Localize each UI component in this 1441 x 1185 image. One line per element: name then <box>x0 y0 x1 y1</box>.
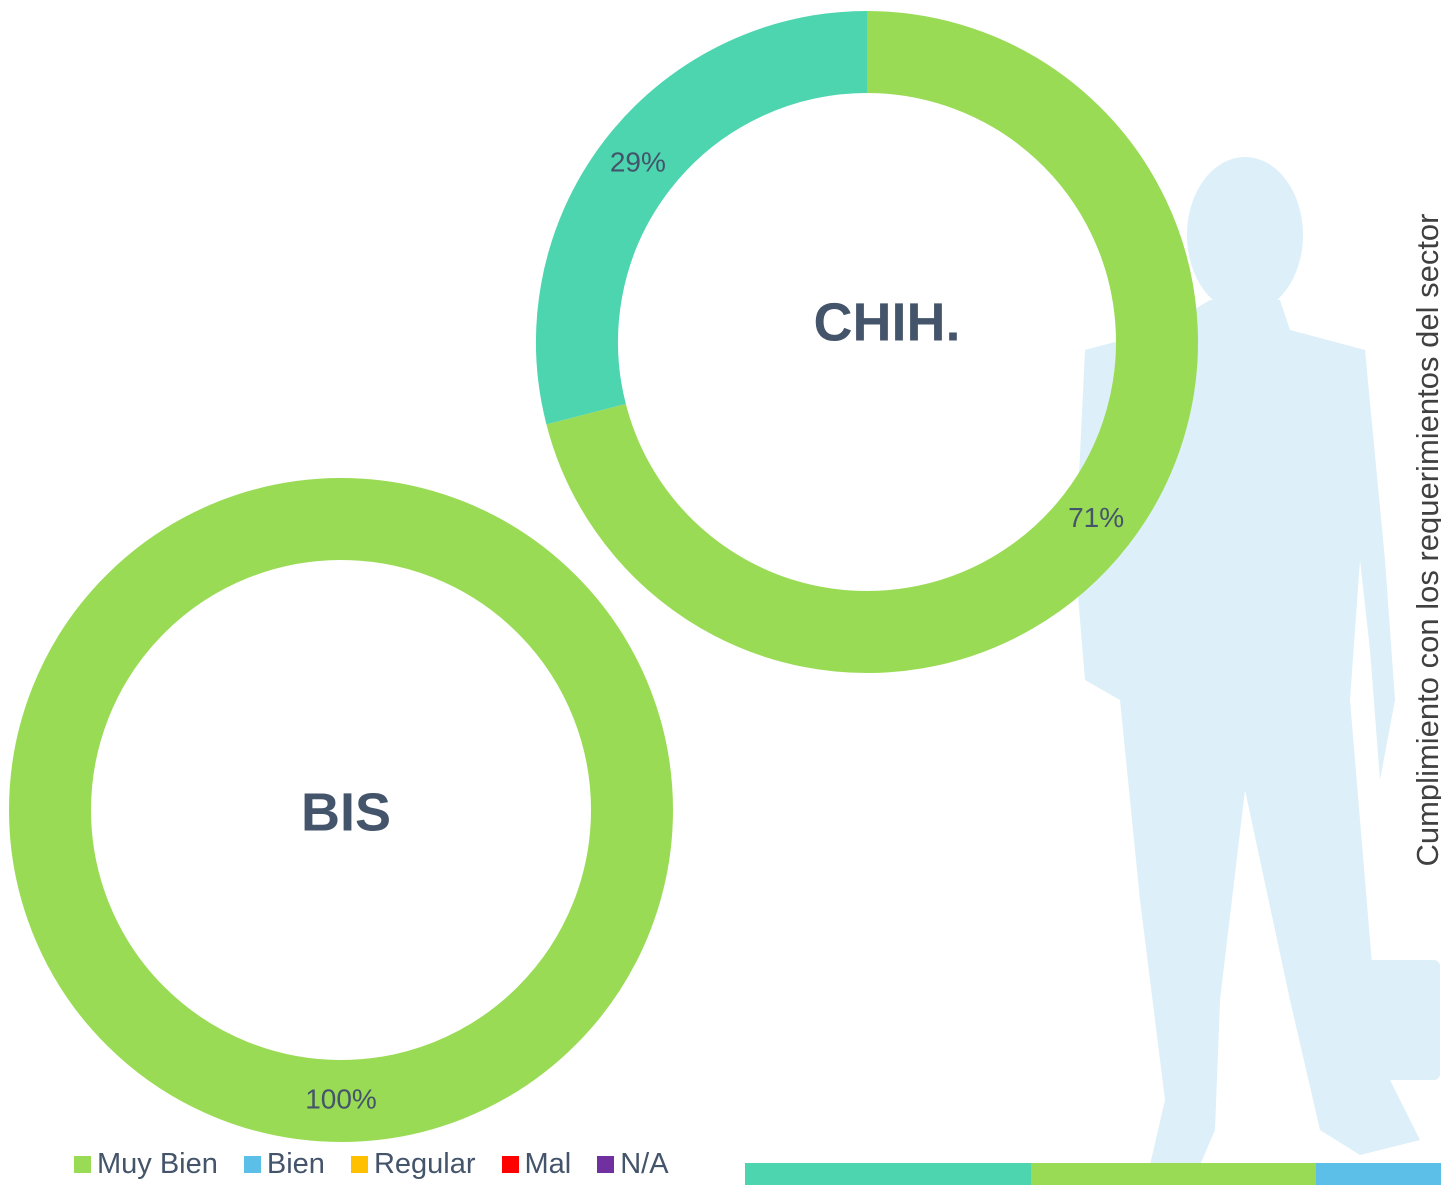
legend-label: Bien <box>266 1148 325 1180</box>
legend-item: Muy Bien <box>74 1148 218 1181</box>
legend-item: N/A <box>597 1148 669 1181</box>
legend-item: Bien <box>243 1148 325 1181</box>
donuts: 71% 29% CHIH. 100% BIS <box>9 11 1198 1143</box>
legend-swatch <box>243 1156 261 1173</box>
legend-item: Mal <box>501 1148 572 1181</box>
legend-swatch <box>501 1156 519 1173</box>
value-label: 29% <box>610 147 666 178</box>
silhouette <box>1075 157 1440 1165</box>
donut-segment <box>536 11 868 425</box>
legend-label: Regular <box>373 1148 476 1180</box>
legend: Muy Bien Bien Regular Mal N/A <box>74 1148 669 1181</box>
side-title: Cumplimiento con los requerimientos del … <box>1410 213 1441 866</box>
legend-swatch <box>74 1156 91 1173</box>
legend-swatch <box>597 1156 615 1173</box>
donut-segment <box>546 11 1198 673</box>
center-label: BIS <box>301 782 391 842</box>
value-label: 100% <box>305 1083 377 1114</box>
donut-segment <box>9 478 673 1143</box>
center-label: CHIH. <box>814 292 961 352</box>
legend-item: Regular <box>350 1148 476 1181</box>
legend-label: Muy Bien <box>97 1148 218 1180</box>
legend-label: Mal <box>524 1148 572 1180</box>
footer-bar <box>745 1163 1441 1185</box>
legend-label: N/A <box>620 1148 669 1180</box>
legend-swatch <box>350 1156 368 1173</box>
value-label: 71% <box>1068 502 1124 533</box>
